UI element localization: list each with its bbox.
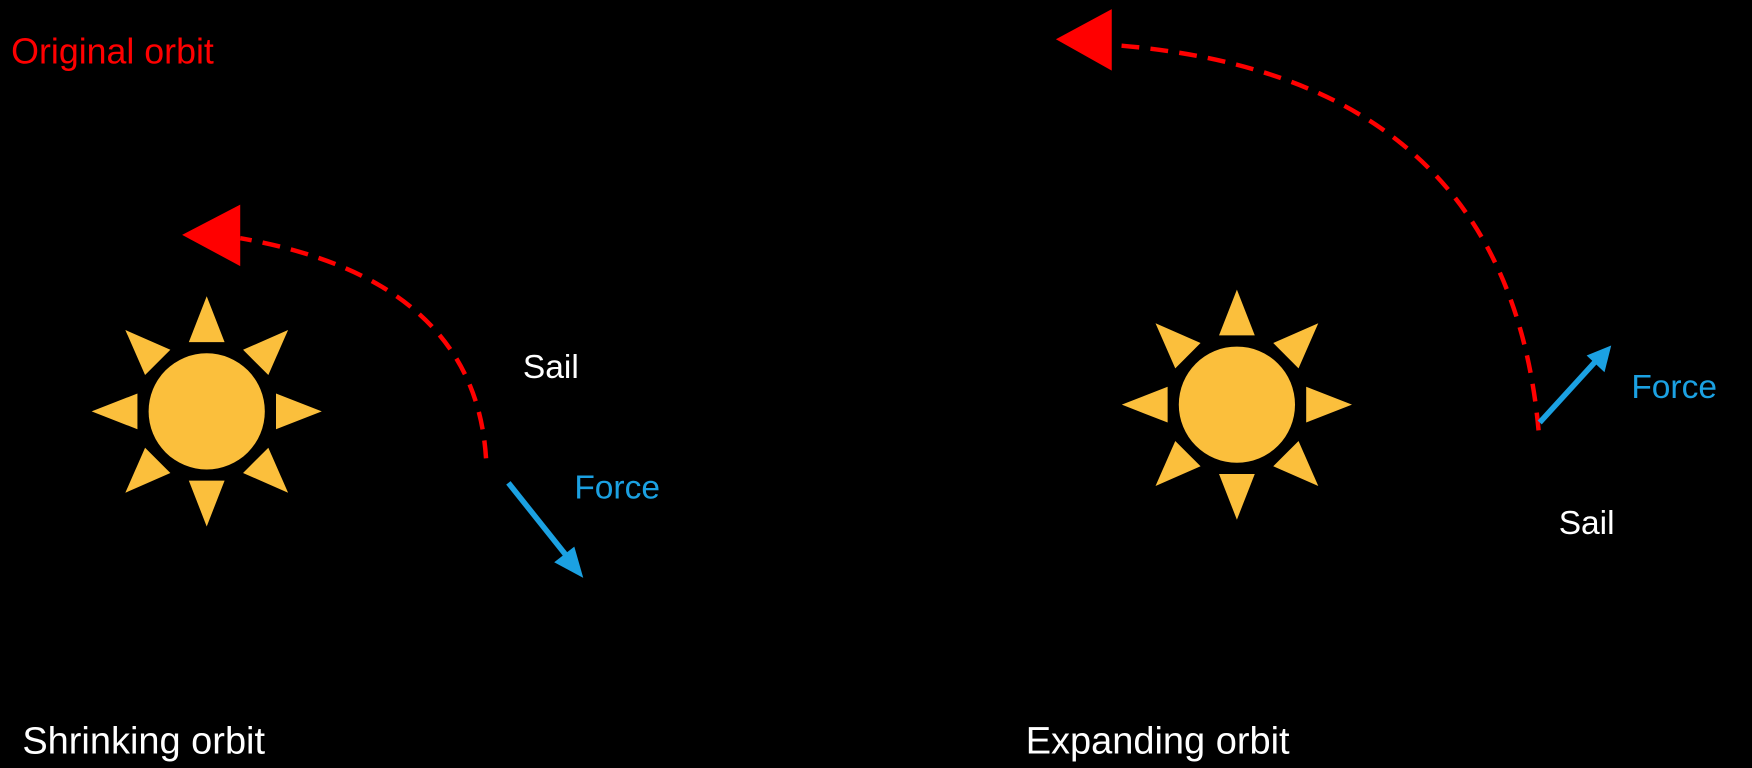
sun — [91, 296, 322, 527]
caption: Expanding orbit — [1026, 720, 1290, 762]
sail-label: Sail — [523, 349, 579, 386]
sun-ray — [125, 447, 171, 493]
sun-ray — [188, 480, 225, 527]
sun-ray — [1121, 386, 1168, 423]
sun-ray — [1219, 473, 1255, 520]
force-label: Force — [574, 469, 660, 506]
orbit-arrowhead — [1055, 9, 1112, 71]
sun-ray — [1155, 441, 1201, 487]
force-arrowhead — [1586, 345, 1612, 373]
sun-ray — [243, 447, 289, 493]
sun-ray — [1273, 441, 1319, 487]
sail-label: Sail — [1559, 505, 1615, 542]
sun-ray — [1219, 289, 1255, 336]
sun-disc — [148, 353, 265, 470]
sun-ray — [91, 393, 138, 430]
legend-label: Original orbit — [11, 31, 214, 71]
sun-ray — [125, 329, 171, 376]
sun-ray — [188, 296, 225, 343]
force-arrow — [506, 481, 568, 557]
sun-ray — [1155, 323, 1201, 369]
force-label: Force — [1631, 369, 1717, 406]
sun-ray — [1306, 386, 1352, 423]
orbit-arrowhead — [182, 204, 241, 267]
sun-ray — [1273, 323, 1319, 369]
force-arrow — [1537, 356, 1600, 425]
force-arrowhead — [554, 546, 584, 578]
sun-disc — [1178, 346, 1296, 463]
sun-ray — [275, 393, 322, 430]
orbit-path — [239, 235, 489, 459]
caption: Shrinking orbit — [22, 720, 265, 762]
sun-ray — [243, 329, 289, 376]
sun — [1121, 289, 1352, 520]
